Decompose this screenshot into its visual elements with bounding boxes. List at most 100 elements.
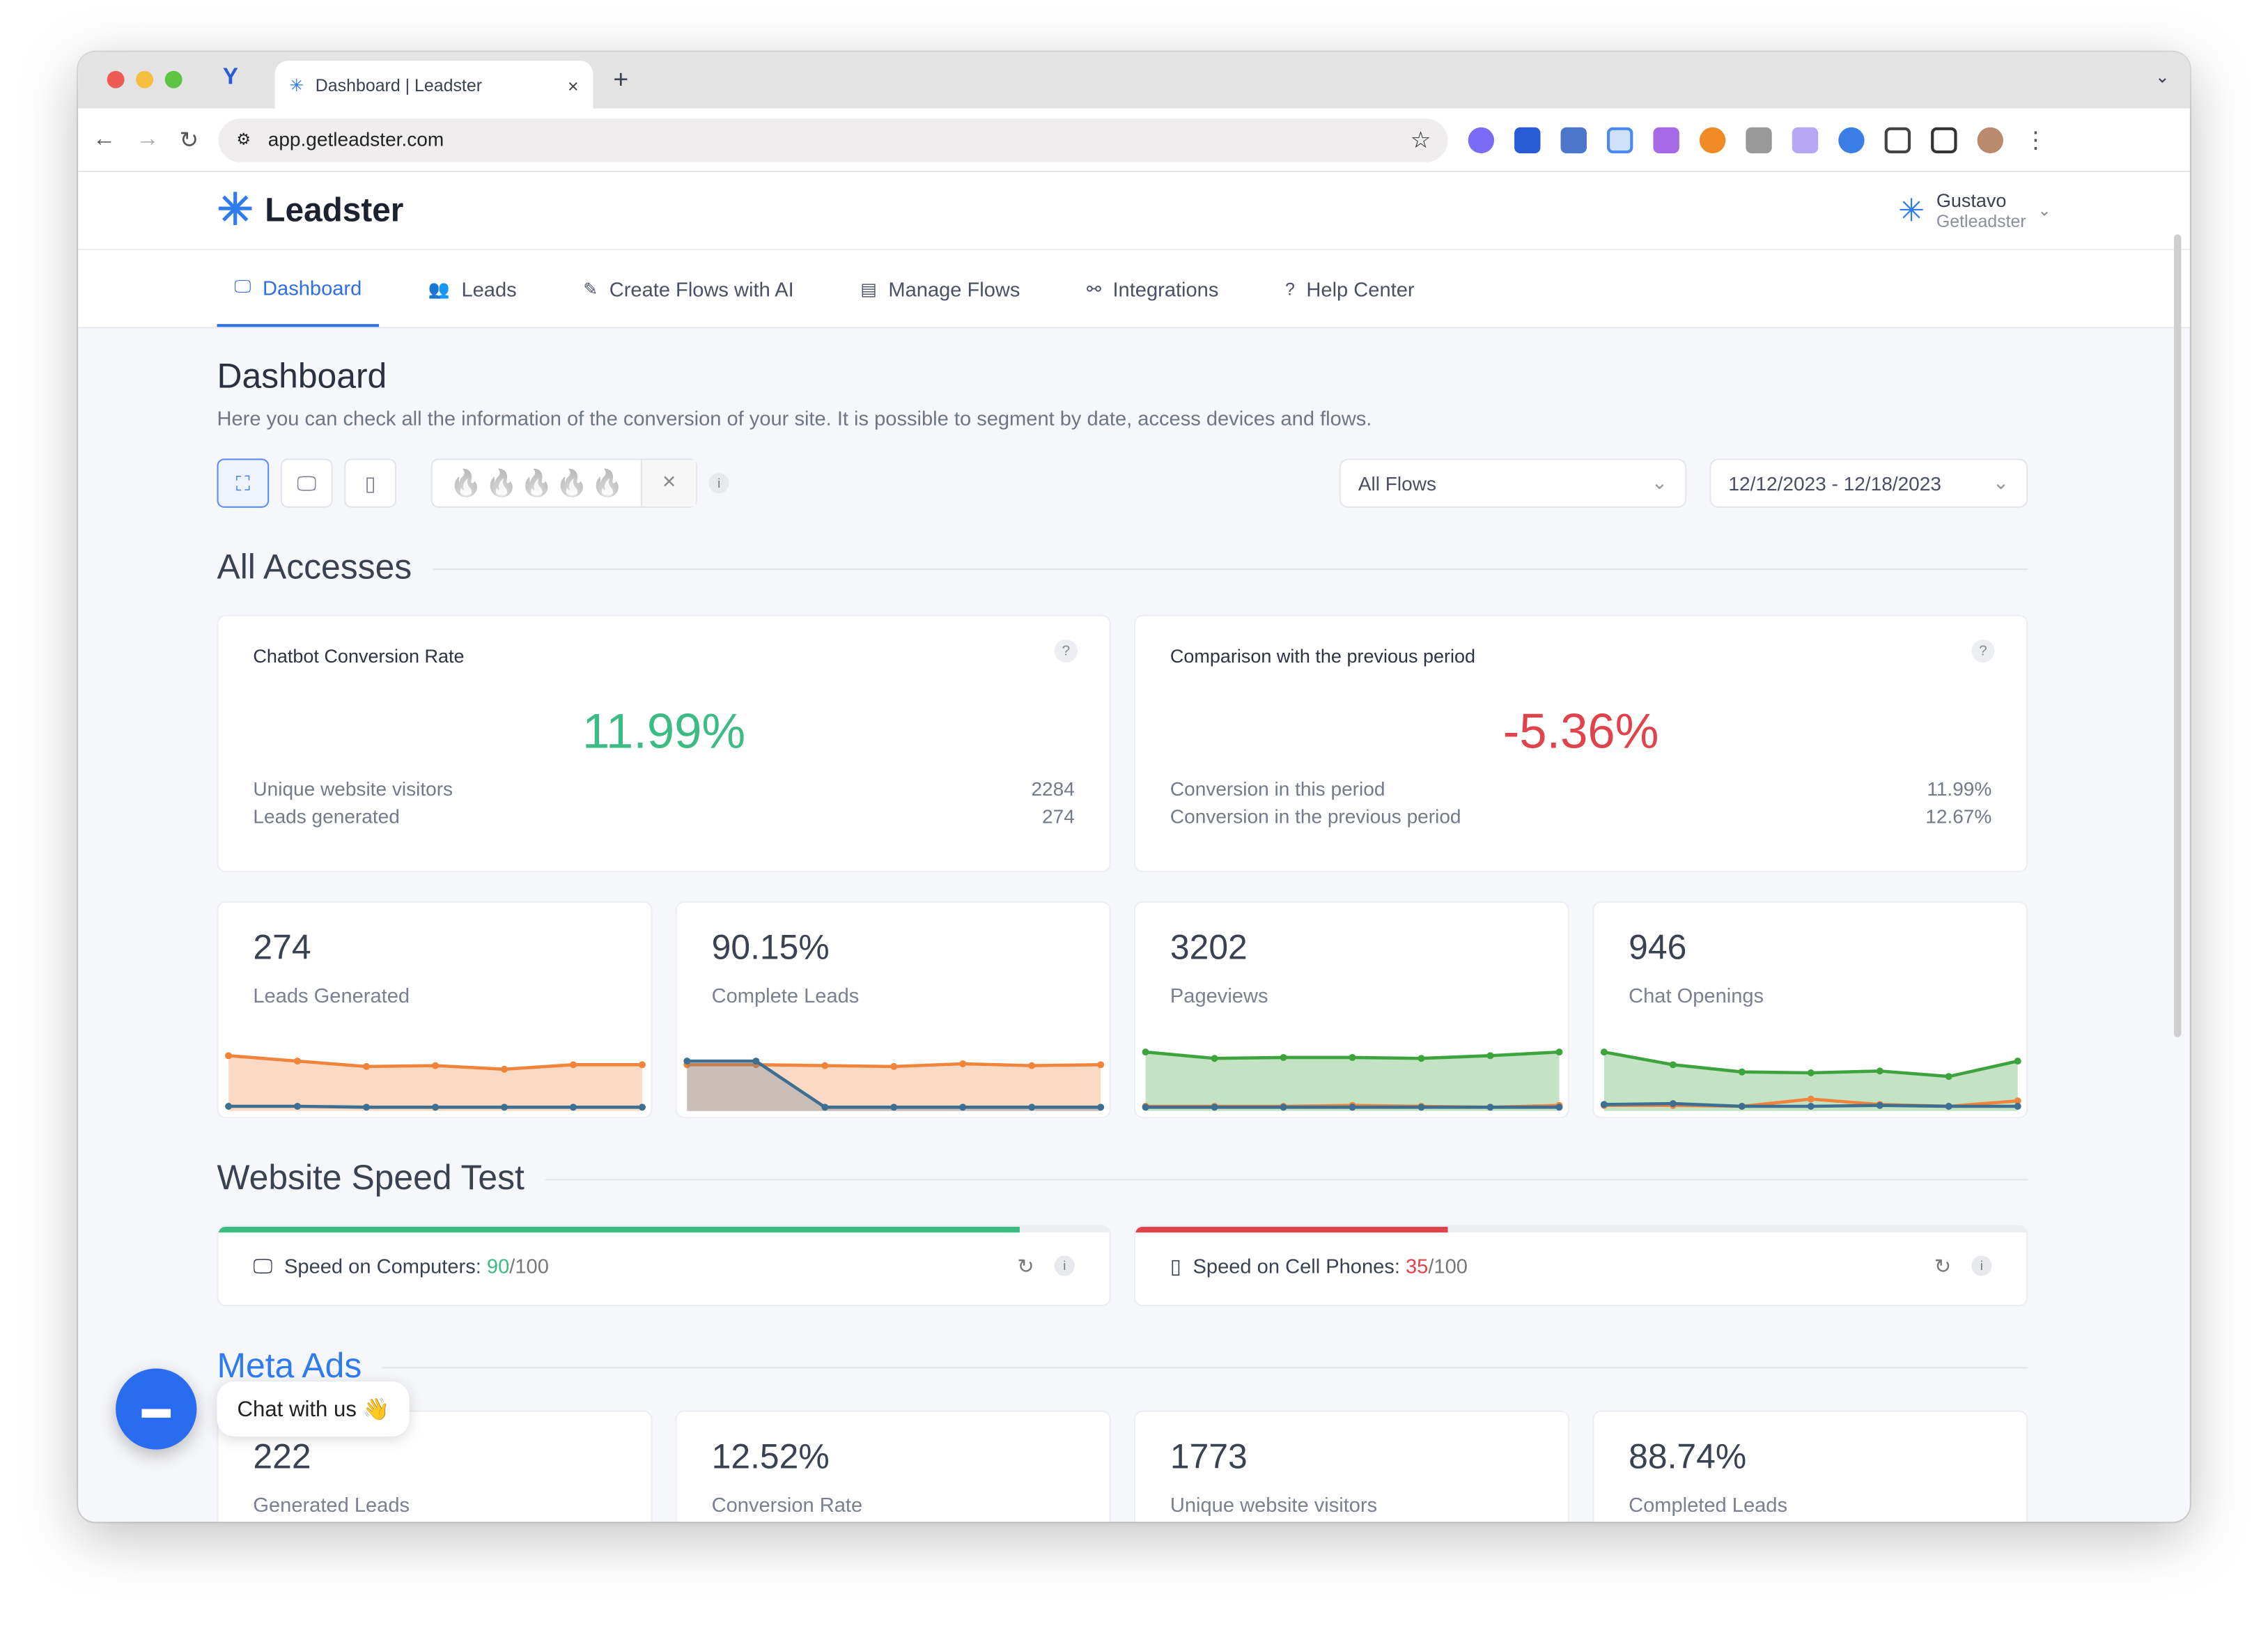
- maximize-window-button[interactable]: [164, 70, 182, 88]
- help-icon[interactable]: ?: [1054, 639, 1078, 663]
- forward-icon[interactable]: →: [136, 126, 160, 151]
- scrollbar[interactable]: [2173, 234, 2182, 1037]
- flame-icon[interactable]: 🔥: [520, 467, 553, 497]
- flows-select[interactable]: All Flows ⌄: [1339, 458, 1687, 508]
- nav-leads[interactable]: 👥 Leads: [411, 250, 534, 327]
- metric-card: 3202 Pageviews: [1133, 901, 1570, 1119]
- extension-icon[interactable]: [1561, 126, 1587, 153]
- info-icon[interactable]: i: [1971, 1255, 1992, 1276]
- close-window-button[interactable]: [107, 70, 125, 88]
- data-point: [1555, 1104, 1563, 1111]
- nav-create-flows-with-ai[interactable]: ✎ Create Flows with AI: [566, 250, 811, 327]
- speed-label: Speed on Computers: 90/100: [284, 1254, 549, 1278]
- stat-row: Conversion in the previous period 12.67%: [1170, 805, 1992, 828]
- nav-dashboard[interactable]: 🖵 Dashboard: [217, 250, 380, 327]
- metric-label: Chat Openings: [1629, 984, 1764, 1007]
- help-icon[interactable]: ?: [1971, 639, 1995, 663]
- flame-icon[interactable]: 🔥: [591, 467, 624, 497]
- chat-icon: ▤: [860, 278, 877, 299]
- data-point: [1600, 1048, 1608, 1056]
- page-title: Dashboard: [217, 357, 387, 396]
- chat-widget-button[interactable]: ▬: [116, 1368, 197, 1450]
- speed-phones-card: ▯ Speed on Cell Phones: 35/100 ↻ i: [1133, 1225, 2028, 1307]
- address-bar[interactable]: ⚙ app.getleadster.com ☆: [219, 118, 1449, 162]
- all-devices-button[interactable]: ⛶: [217, 458, 270, 508]
- extension-icon[interactable]: [1746, 126, 1773, 153]
- flame-icon[interactable]: 🔥: [555, 467, 589, 497]
- mobile-icon: ▯: [364, 470, 376, 495]
- data-point: [1280, 1104, 1287, 1111]
- nav-integrations[interactable]: ⚯ Integrations: [1069, 250, 1236, 327]
- mobile-filter-button[interactable]: ▯: [344, 458, 396, 508]
- metric-value: 274: [253, 929, 311, 968]
- meta-ads-card: 12.52% Conversion Rate: [675, 1410, 1111, 1522]
- reload-icon[interactable]: ↻: [179, 127, 199, 153]
- nav-label: Leads: [461, 277, 517, 300]
- extension-icon[interactable]: [1607, 126, 1634, 153]
- monitor-icon: 🖵: [234, 276, 251, 297]
- flame-icon[interactable]: 🔥: [485, 467, 518, 497]
- data-point: [1418, 1055, 1425, 1062]
- flame-icon[interactable]: 🔥: [449, 467, 483, 497]
- profile-avatar[interactable]: [1978, 126, 2004, 153]
- nav-help-center[interactable]: ? Help Center: [1268, 250, 1431, 327]
- minimize-window-button[interactable]: [136, 70, 154, 88]
- data-point: [959, 1060, 967, 1067]
- extension-icon[interactable]: [1792, 126, 1819, 153]
- metric-label: Completed Leads: [1629, 1492, 1788, 1517]
- data-point: [638, 1061, 646, 1069]
- refresh-icon[interactable]: ↻: [1017, 1253, 1034, 1277]
- clear-filter-button[interactable]: ×: [641, 460, 697, 506]
- speed-label: Speed on Cell Phones: 35/100: [1193, 1254, 1468, 1278]
- back-icon[interactable]: ←: [92, 126, 116, 151]
- bookmark-star-icon[interactable]: ☆: [1410, 127, 1431, 153]
- data-point: [890, 1062, 898, 1070]
- new-tab-button[interactable]: +: [613, 65, 629, 94]
- divider: [432, 568, 2028, 570]
- flows-select-value: All Flows: [1358, 472, 1436, 495]
- extension-icon[interactable]: [1468, 126, 1495, 153]
- series-area: [228, 1055, 642, 1111]
- data-point: [1097, 1061, 1105, 1069]
- metric-value: 946: [1629, 929, 1687, 968]
- extensions-puzzle-icon[interactable]: [1885, 126, 1911, 153]
- extension-icon[interactable]: [1514, 126, 1541, 153]
- tab-list-chevron-icon[interactable]: ⌄: [2154, 66, 2170, 87]
- browser-menu-icon[interactable]: ⋮: [2024, 127, 2048, 153]
- mobile-icon: ▯: [1170, 1253, 1181, 1277]
- desktop-filter-button[interactable]: 🖵: [280, 458, 333, 508]
- data-point: [1600, 1101, 1608, 1108]
- refresh-icon[interactable]: ↻: [1934, 1253, 1952, 1277]
- close-tab-icon[interactable]: ×: [567, 74, 579, 97]
- nav-manage-flows[interactable]: ▤ Manage Flows: [843, 250, 1037, 327]
- data-point: [1028, 1062, 1036, 1069]
- extension-pin-icon[interactable]: Y: [222, 65, 238, 90]
- speed-progress-bar: [218, 1226, 1020, 1233]
- leadster-logo[interactable]: ✳ Leadster: [217, 185, 403, 236]
- nav-label: Manage Flows: [888, 277, 1020, 300]
- date-range-picker[interactable]: 12/12/2023 - 12/18/2023 ⌄: [1709, 458, 2028, 508]
- metric-value: 12.52%: [711, 1438, 830, 1478]
- data-point: [1738, 1103, 1746, 1110]
- card-title: Chatbot Conversion Rate: [253, 645, 465, 667]
- user-menu[interactable]: ✳ Gustavo Getleadster ⌄: [1898, 189, 2051, 231]
- site-settings-icon[interactable]: ⚙: [236, 131, 251, 149]
- card-title: Comparison with the previous period: [1170, 645, 1476, 667]
- extension-icon[interactable]: [1654, 126, 1680, 153]
- data-point: [1876, 1101, 1883, 1109]
- side-panel-icon[interactable]: [1931, 126, 1958, 153]
- lead-score-filter[interactable]: 🔥 🔥 🔥 🔥 🔥 ×: [430, 458, 698, 508]
- desktop-icon: 🖵: [253, 1253, 273, 1277]
- data-point: [432, 1062, 440, 1069]
- extension-icon[interactable]: [1700, 126, 1727, 153]
- browser-tab[interactable]: ✳ Dashboard | Leadster ×: [274, 61, 593, 110]
- section-title[interactable]: Meta Ads: [217, 1347, 362, 1386]
- info-icon[interactable]: i: [1054, 1255, 1075, 1276]
- chat-with-us-label[interactable]: Chat with us 👋: [217, 1381, 410, 1437]
- data-point: [1142, 1048, 1149, 1056]
- expand-icon: ⛶: [235, 470, 251, 495]
- info-icon[interactable]: i: [708, 473, 729, 494]
- data-point: [2014, 1103, 2021, 1110]
- extension-icon[interactable]: [1839, 126, 1865, 153]
- data-point: [501, 1065, 508, 1073]
